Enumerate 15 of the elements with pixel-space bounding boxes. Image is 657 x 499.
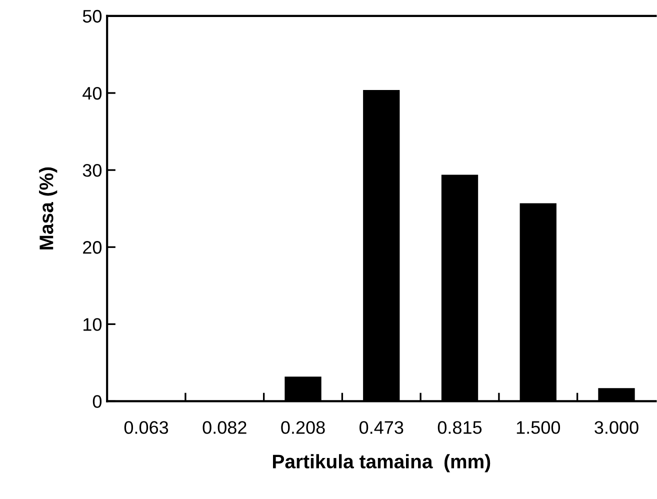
x-tick-label: 1.500 xyxy=(516,421,560,434)
x-tick-label: 0.473 xyxy=(360,421,404,434)
x-tick-label: 3.000 xyxy=(594,421,638,434)
y-axis-title: Masa (%) xyxy=(39,167,58,250)
y-tick-label: 0 xyxy=(92,395,102,408)
x-tick-label: 0.815 xyxy=(438,421,482,434)
y-tick-label: 40 xyxy=(82,86,102,100)
x-tick-label: 0.082 xyxy=(202,421,246,434)
y-tick-label: 10 xyxy=(84,318,102,331)
y-tick-label: 20 xyxy=(83,241,102,254)
x-tick-label: 0.063 xyxy=(124,421,168,434)
y-tick-label: 50 xyxy=(82,10,102,23)
x-tick-label: 0.208 xyxy=(281,421,325,434)
x-axis-title: Partikula tamaina (mm) xyxy=(273,454,490,472)
y-tick-label: 30 xyxy=(82,164,102,177)
